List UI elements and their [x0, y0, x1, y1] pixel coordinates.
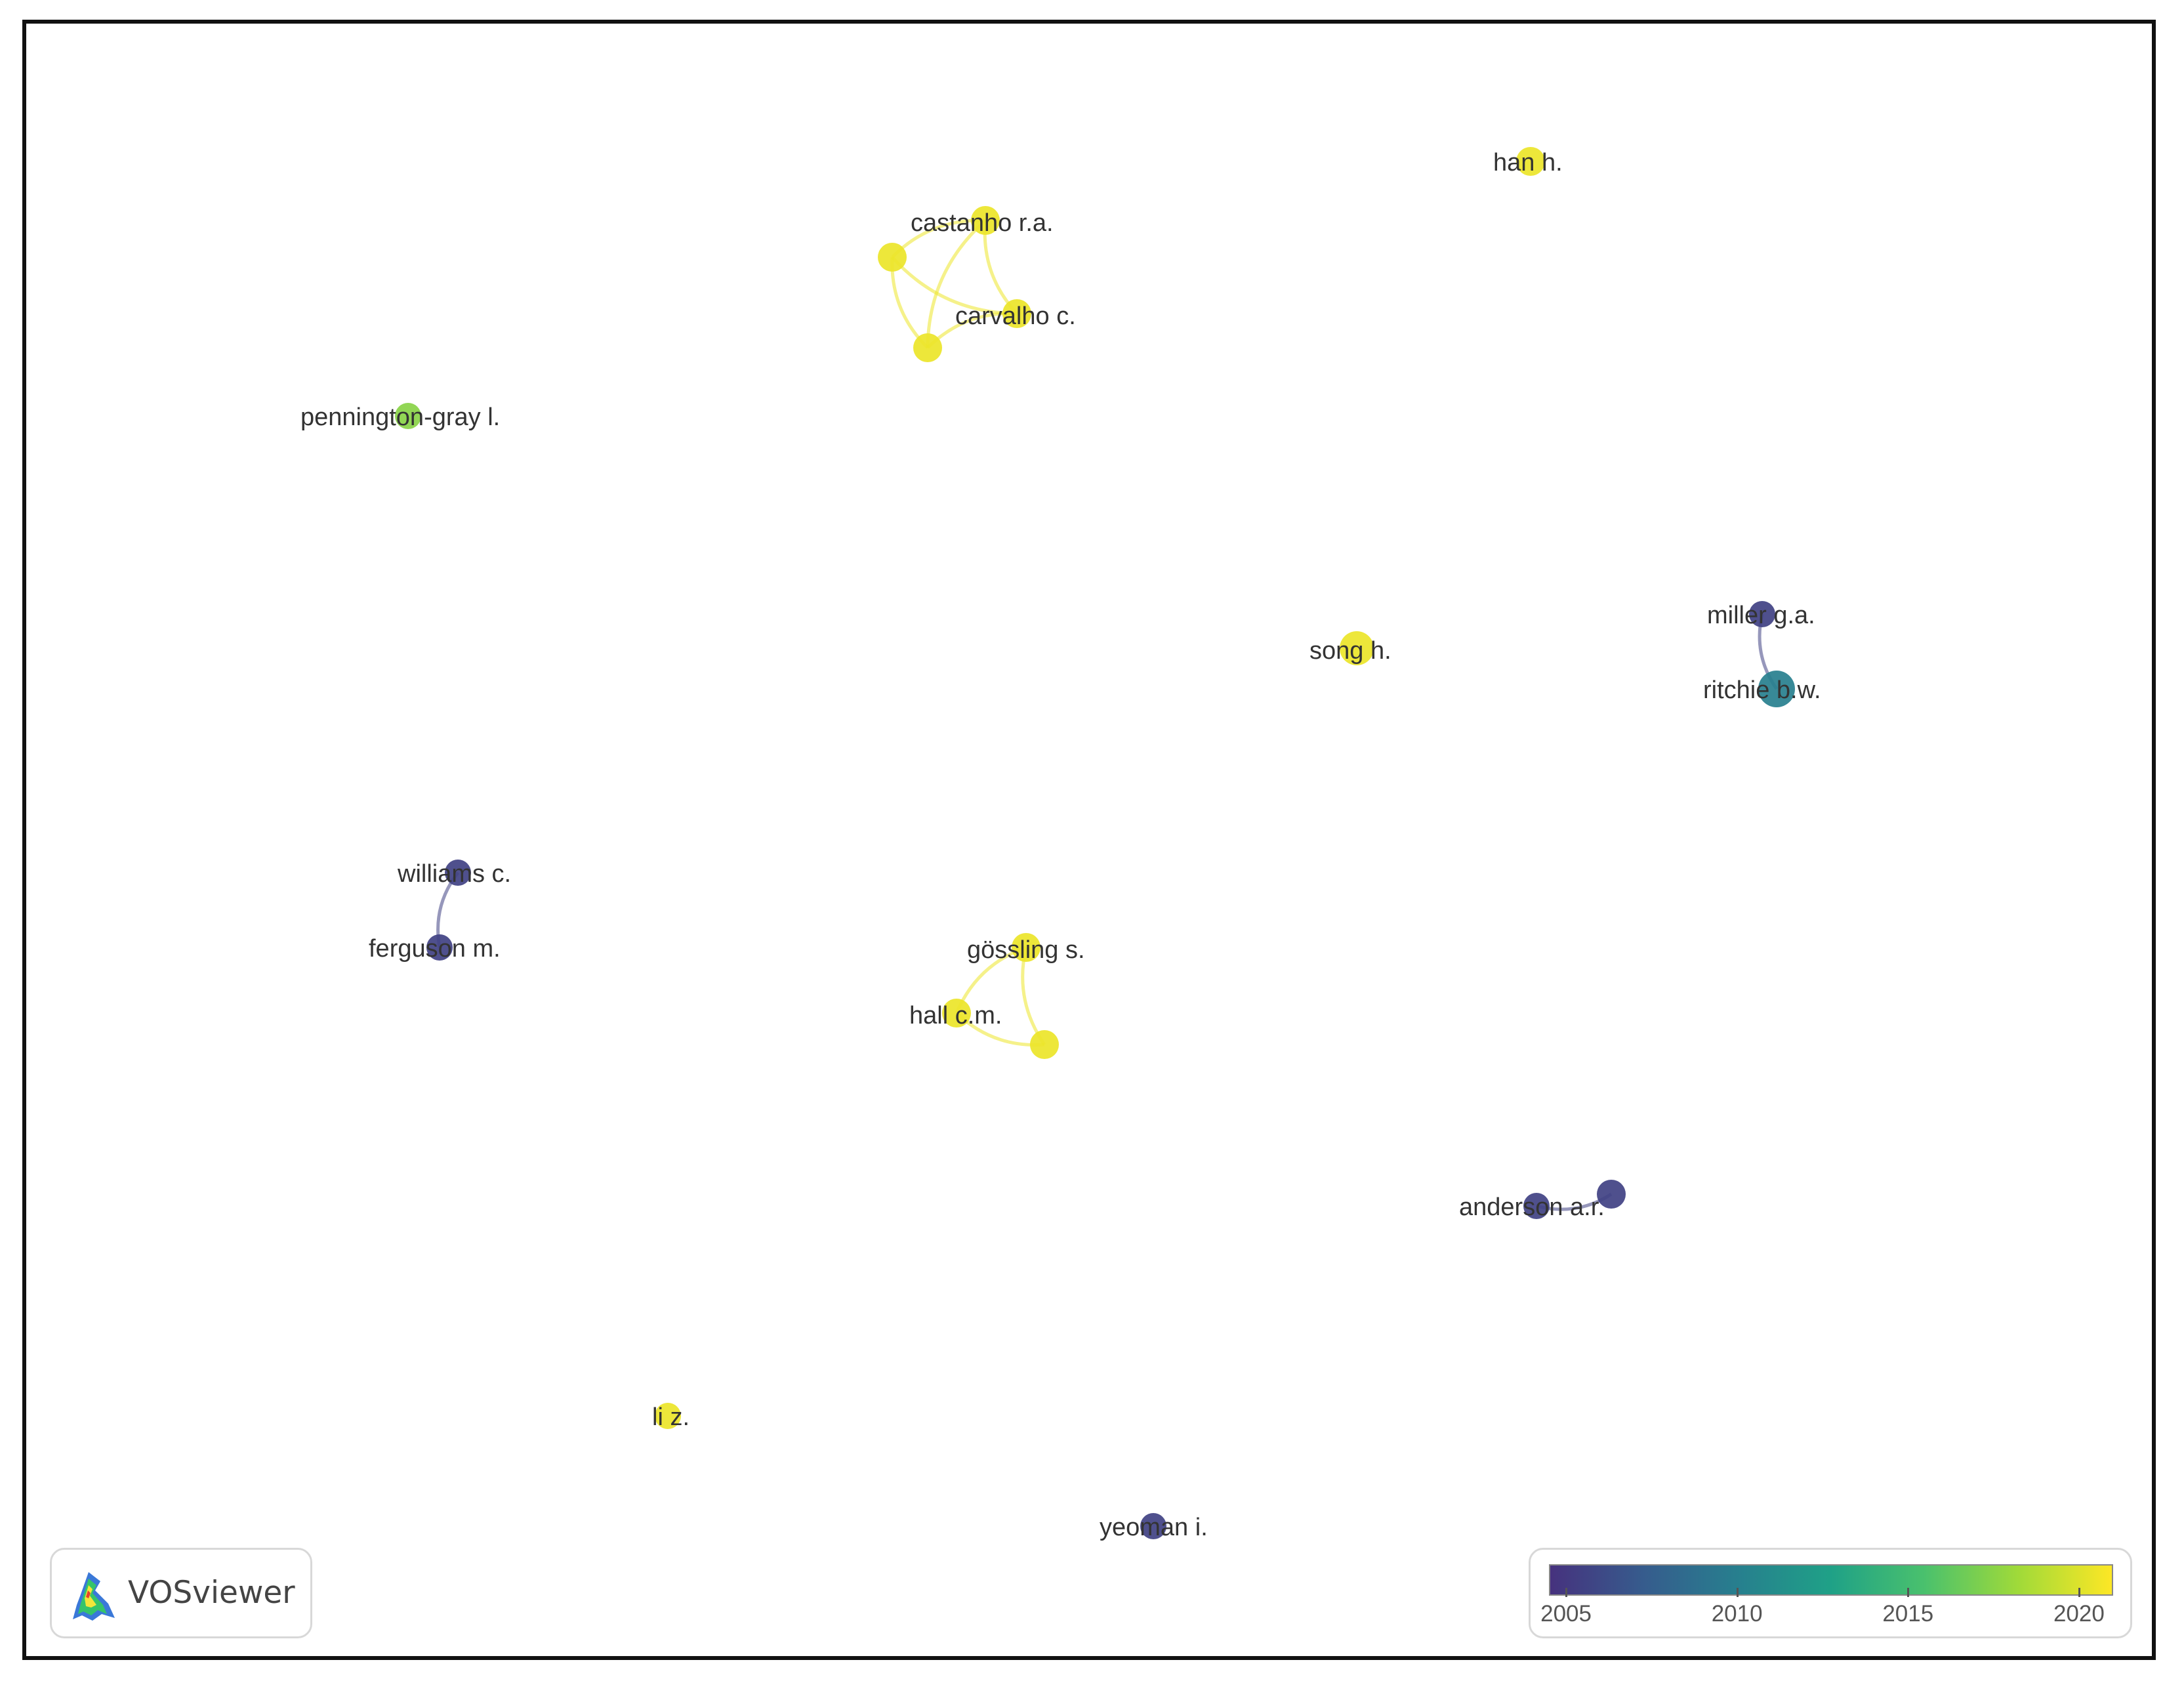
node-anderson[interactable] [1523, 1193, 1550, 1219]
link-castanho_u1-castanho_u2[interactable] [890, 257, 929, 349]
node-label-gossling[interactable]: gössling s. [967, 936, 1085, 964]
labels-layer: han h. castanho r.a. carvalho c. pennington… [300, 149, 1821, 1541]
legend-tick-2010 [1736, 1588, 1739, 1597]
node-hall[interactable] [942, 999, 971, 1027]
node-han[interactable] [1516, 147, 1545, 176]
node-carvalho[interactable] [1002, 299, 1031, 328]
visualization-frame [22, 20, 2156, 1660]
node-williams[interactable] [445, 860, 471, 886]
node-label-williams[interactable]: williams c. [397, 860, 511, 888]
node-pennington[interactable] [395, 403, 421, 429]
link-castanho-castanho_u2[interactable] [926, 219, 987, 348]
node-label-ferguson[interactable]: ferguson m. [369, 935, 501, 963]
node-label-anderson[interactable]: anderson a.r. [1459, 1193, 1605, 1221]
legend-tick-2020 [2078, 1588, 2080, 1597]
legend-tick-label-2005: 2005 [1540, 1601, 1592, 1627]
node-castanho[interactable] [971, 206, 1000, 235]
node-castanho_u1[interactable] [878, 243, 907, 272]
legend-tick-2015 [1907, 1588, 1910, 1597]
node-label-li[interactable]: li z. [652, 1403, 690, 1431]
node-label-hall[interactable]: hall c.m. [909, 1002, 1002, 1029]
node-label-song[interactable]: song h. [1309, 637, 1391, 665]
node-label-carvalho[interactable]: carvalho c. [955, 302, 1076, 330]
node-ferguson[interactable] [426, 934, 453, 961]
node-miller[interactable] [1749, 601, 1775, 627]
node-gossling[interactable] [1012, 933, 1040, 962]
legend-tick-label-2010: 2010 [1711, 1601, 1763, 1627]
node-label-miller[interactable]: miller g.a. [1707, 602, 1815, 629]
node-gossling_u1[interactable] [1030, 1030, 1059, 1059]
app-name: VOSviewer [128, 1575, 295, 1611]
node-label-pennington[interactable]: pennington-gray l. [300, 404, 500, 431]
legend-tick-2005 [1565, 1588, 1568, 1597]
node-anderson_u1[interactable] [1597, 1180, 1626, 1209]
nodes-layer [395, 147, 1795, 1539]
node-label-yeoman[interactable]: yeoman i. [1100, 1514, 1208, 1541]
node-li[interactable] [655, 1403, 681, 1429]
legend-tick-label-2020: 2020 [2053, 1601, 2105, 1627]
links-layer [436, 218, 1779, 1211]
node-yeoman[interactable] [1140, 1513, 1166, 1539]
year-color-legend: 2005 2010 2015 2020 [1529, 1548, 2132, 1638]
legend-tick-label-2015: 2015 [1882, 1601, 1934, 1627]
node-label-han[interactable]: han h. [1493, 149, 1563, 176]
node-label-castanho[interactable]: castanho r.a. [911, 209, 1054, 237]
node-castanho_u2[interactable] [913, 333, 942, 362]
vosviewer-logo-icon [73, 1572, 115, 1621]
node-label-ritchie[interactable]: ritchie b.w. [1703, 676, 1821, 704]
node-ritchie[interactable] [1758, 671, 1795, 707]
vosviewer-badge[interactable]: VOSviewer [50, 1548, 312, 1638]
color-scale-bar [1549, 1564, 2113, 1596]
node-song[interactable] [1340, 631, 1374, 665]
